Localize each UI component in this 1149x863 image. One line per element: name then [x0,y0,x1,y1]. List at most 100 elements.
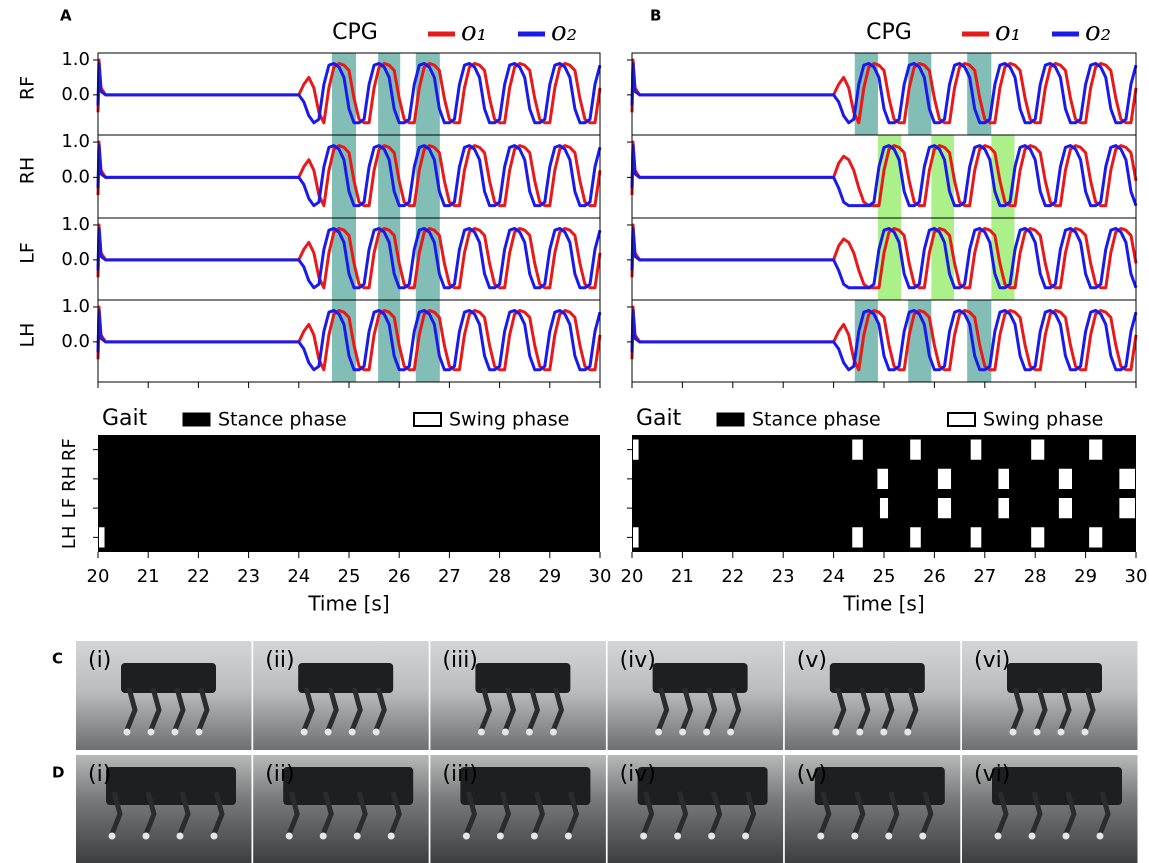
robot-foot [142,832,150,840]
robot-leg [373,687,387,731]
swing-interval [1030,526,1046,549]
y-tick-label: 0.0 [61,84,90,105]
robot-body [652,663,748,693]
robot-body [475,663,571,693]
robot-body [121,663,216,693]
cpg-line [630,144,1138,208]
phase-band [931,135,955,218]
swing-interval [632,438,640,461]
legend-label: o₁ [995,17,1021,47]
x-tick-label: 26 [923,566,946,587]
gait-title: Gait [636,406,682,431]
x-tick-label: 25 [873,566,896,587]
y-tick-label: 1.0 [61,131,90,152]
robot-foot [171,728,179,736]
robot-body [814,767,945,805]
photo-caption: (i) [88,648,111,673]
cpg-line [630,58,1138,125]
robot-leg [1063,791,1077,835]
robot-leg [148,687,162,731]
x-tick-label: 30 [589,566,612,587]
x-tick-label: 26 [388,566,411,587]
robot-leg [503,687,517,731]
robot-leg [818,791,832,835]
swing-interval [909,526,922,549]
swing-interval [1030,438,1046,461]
robot-foot [348,728,356,736]
photo: (ii) [253,755,429,863]
legend-label: Swing phase [449,409,569,431]
panel-label: B [650,7,661,25]
robot-leg [728,687,742,731]
robot-foot [817,832,825,840]
robot-leg [656,687,670,731]
swing-interval [936,467,953,490]
swing-interval [997,497,1011,520]
photo: (iii) [430,755,606,863]
phase-band [877,135,902,218]
photo-caption: (vi) [974,762,1010,787]
robot-leg [349,687,363,731]
x-tick-label: 20 [87,566,110,587]
robot-foot [1057,728,1065,736]
x-tick-label: 22 [187,566,210,587]
robot-foot [300,728,308,736]
robot-leg [196,687,210,731]
x-tick-label: 29 [1074,566,1097,587]
robot-foot [176,832,184,840]
photo-background [253,641,429,750]
legend-label: Stance phase [218,409,347,431]
swing-interval [1057,497,1074,520]
photo-caption: (iv) [620,648,656,673]
cpg-line [630,61,1138,125]
robot-leg [709,791,723,835]
robot-foot [501,728,509,736]
panel-label: A [60,7,72,25]
robot-foot [195,728,203,736]
robot-foot [674,832,682,840]
robot-leg [172,687,186,731]
robot-leg [852,791,866,835]
y-tick-label: 1.0 [61,296,90,317]
y-axis-label: LF [17,242,39,264]
legend-label: o₁ [461,17,487,47]
robot-leg [1097,791,1111,835]
swing-interval [851,438,864,461]
legend-swatch [182,412,211,427]
y-tick-label: 0.0 [61,166,90,187]
gait-background [632,435,1136,552]
robot-leg [1010,687,1024,731]
robot-foot [856,728,864,736]
photo: (iii) [430,641,606,750]
legend-swatch [716,412,745,427]
x-axis-label: Time [s] [307,592,389,616]
swing-interval [997,467,1011,490]
swing-interval [969,526,983,549]
cpg-line [96,223,602,290]
swing-interval [909,438,922,461]
legend-label: Stance phase [752,409,881,431]
robot-foot [324,728,332,736]
y-tick-label: 1.0 [61,49,90,70]
x-tick-label: 24 [287,566,310,587]
robot-leg [680,687,694,731]
x-tick-label: 22 [721,566,744,587]
robot-foot [285,832,293,840]
x-tick-label: 21 [137,566,160,587]
photo-caption: (iv) [620,762,656,787]
robot-body [460,767,591,805]
robot-foot [462,832,470,840]
swing-interval [1057,467,1074,490]
x-axis-label: Time [s] [842,592,924,616]
x-tick-label: 23 [237,566,260,587]
swing-interval [1118,467,1136,490]
chart-title: CPG [866,20,912,45]
photo-caption: (ii) [265,648,294,673]
y-tick-label: 1.0 [61,214,90,235]
robot-foot [655,728,663,736]
x-tick-label: 24 [822,566,845,587]
robot-leg [320,791,334,835]
robot-leg [1058,687,1072,731]
robot-leg [704,687,718,731]
